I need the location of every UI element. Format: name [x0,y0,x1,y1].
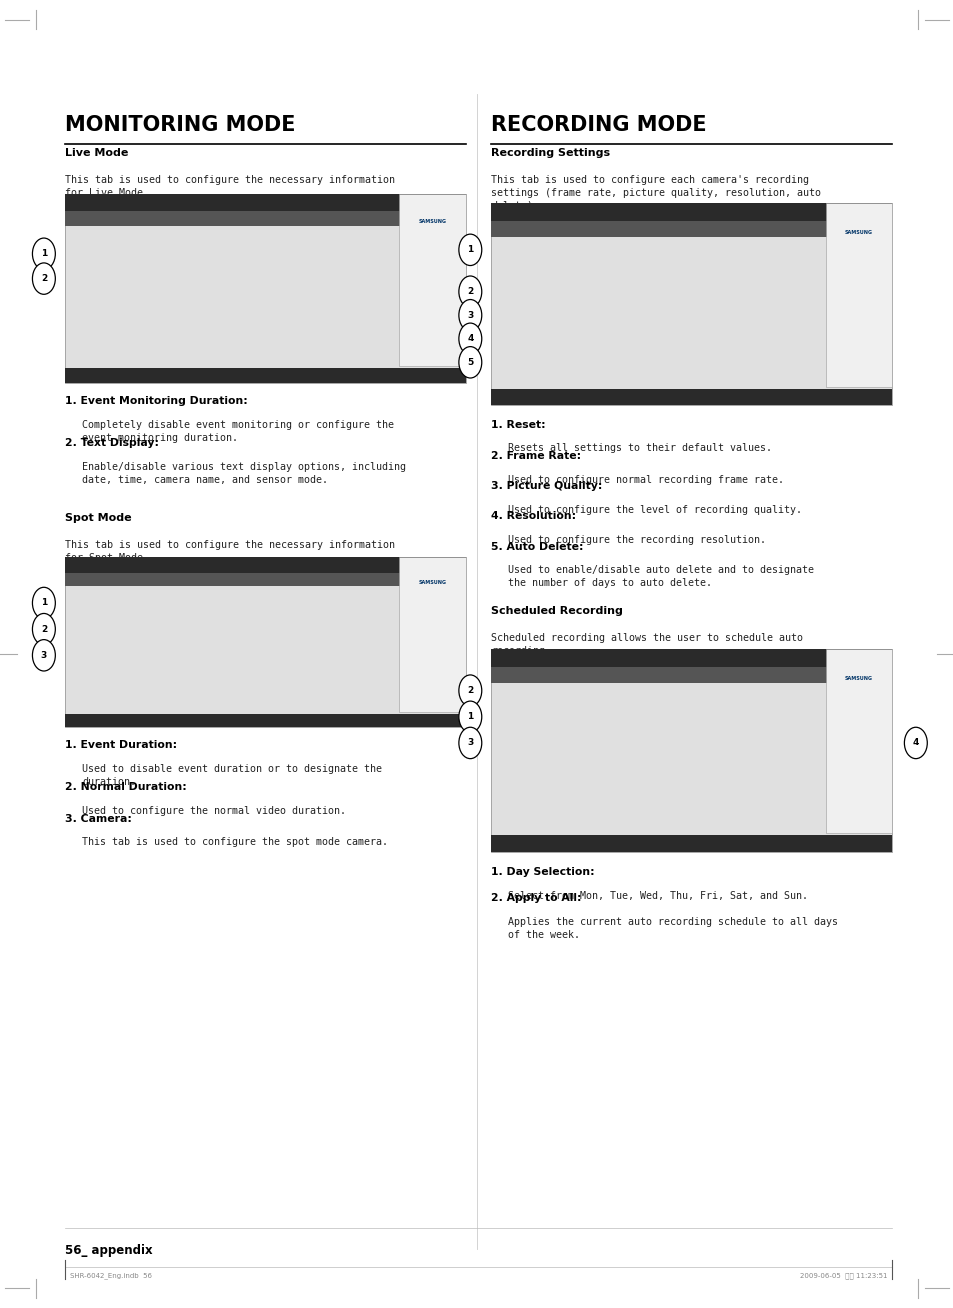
FancyBboxPatch shape [65,557,465,727]
Text: 2: 2 [41,625,47,633]
FancyBboxPatch shape [399,557,465,712]
Text: RECORDING MODE: RECORDING MODE [491,115,706,135]
FancyBboxPatch shape [65,368,465,383]
Text: This tab is used to configure the necessary information
for Spot Mode.: This tab is used to configure the necess… [65,540,395,562]
Text: Used to configure the level of recording quality.: Used to configure the level of recording… [508,505,801,515]
Text: 1. Day Selection:: 1. Day Selection: [491,867,595,878]
FancyBboxPatch shape [825,649,891,833]
Circle shape [458,675,481,706]
Text: Completely disable event monitoring or configure the
event monitoring duration.: Completely disable event monitoring or c… [82,420,394,442]
Text: 2: 2 [467,288,473,296]
Text: This tab is used to configure the necessary information
for Live Mode.: This tab is used to configure the necess… [65,175,395,198]
FancyBboxPatch shape [491,667,891,683]
Text: Resets all settings to their default values.: Resets all settings to their default val… [508,443,772,454]
Text: 5. Auto Delete:: 5. Auto Delete: [491,542,583,552]
Text: 3: 3 [41,651,47,659]
FancyBboxPatch shape [825,203,891,387]
Circle shape [903,727,926,759]
Text: Scheduled Recording: Scheduled Recording [491,606,622,616]
Text: 1. Event Monitoring Duration:: 1. Event Monitoring Duration: [65,396,248,407]
Text: 1. Reset:: 1. Reset: [491,420,545,430]
Circle shape [32,587,55,619]
Text: 4: 4 [467,335,473,343]
FancyBboxPatch shape [491,649,891,852]
Text: Select from Mon, Tue, Wed, Thu, Fri, Sat, and Sun.: Select from Mon, Tue, Wed, Thu, Fri, Sat… [508,891,807,901]
Text: Applies the current auto recording schedule to all days
of the week.: Applies the current auto recording sched… [508,917,838,939]
Text: SHR-6042_Eng.indb  56: SHR-6042_Eng.indb 56 [70,1273,152,1279]
Text: 2. Apply to All:: 2. Apply to All: [491,893,581,904]
Text: 56_ appendix: 56_ appendix [65,1244,152,1257]
Text: 4. Resolution:: 4. Resolution: [491,511,576,522]
Text: 4: 4 [912,739,918,747]
Circle shape [458,323,481,354]
FancyBboxPatch shape [399,194,465,366]
Text: Recording Settings: Recording Settings [491,148,610,158]
FancyBboxPatch shape [65,557,465,573]
Text: 2. Text Display:: 2. Text Display: [65,438,159,449]
Text: This tab is used to configure each camera's recording
settings (frame rate, pict: This tab is used to configure each camer… [491,175,821,211]
FancyBboxPatch shape [65,573,465,586]
Text: 5: 5 [467,358,473,366]
Text: 3: 3 [467,311,473,319]
Text: Live Mode: Live Mode [65,148,128,158]
FancyBboxPatch shape [65,211,465,226]
FancyBboxPatch shape [65,714,465,727]
Text: Spot Mode: Spot Mode [65,513,132,523]
Text: 3. Picture Quality:: 3. Picture Quality: [491,481,602,492]
Circle shape [458,347,481,378]
Text: SAMSUNG: SAMSUNG [418,220,446,224]
Text: 2: 2 [467,687,473,695]
Circle shape [32,263,55,294]
Text: 2. Normal Duration:: 2. Normal Duration: [65,782,187,793]
Text: 1: 1 [41,599,47,607]
Text: MONITORING MODE: MONITORING MODE [65,115,295,135]
Text: Used to configure the recording resolution.: Used to configure the recording resoluti… [508,535,765,545]
Text: 1: 1 [467,246,473,254]
Text: Enable/disable various text display options, including
date, time, camera name, : Enable/disable various text display opti… [82,462,406,484]
FancyBboxPatch shape [491,221,891,237]
Text: Used to configure normal recording frame rate.: Used to configure normal recording frame… [508,475,783,485]
Text: 1: 1 [41,250,47,258]
Text: This tab is used to configure the spot mode camera.: This tab is used to configure the spot m… [82,837,388,848]
Text: 3: 3 [467,739,473,747]
FancyBboxPatch shape [491,203,891,405]
Circle shape [32,640,55,671]
Circle shape [458,300,481,331]
Text: 2. Frame Rate:: 2. Frame Rate: [491,451,580,462]
FancyBboxPatch shape [65,194,465,383]
Text: 2: 2 [41,275,47,283]
Text: SAMSUNG: SAMSUNG [844,230,872,235]
FancyBboxPatch shape [491,649,891,667]
Text: 1: 1 [467,713,473,721]
Circle shape [32,613,55,645]
FancyBboxPatch shape [65,194,465,211]
Text: 1. Event Duration:: 1. Event Duration: [65,740,177,751]
Circle shape [458,701,481,732]
Circle shape [458,234,481,266]
FancyBboxPatch shape [491,836,891,852]
Circle shape [32,238,55,269]
Text: Used to enable/disable auto delete and to designate
the number of days to auto d: Used to enable/disable auto delete and t… [508,565,814,587]
Text: 3. Camera:: 3. Camera: [65,814,132,824]
FancyBboxPatch shape [491,390,891,405]
Text: Used to disable event duration or to designate the
duration.: Used to disable event duration or to des… [82,764,381,786]
Circle shape [458,276,481,307]
Text: Used to configure the normal video duration.: Used to configure the normal video durat… [82,806,346,816]
Text: 2009-06-05  오전 11:23:51: 2009-06-05 오전 11:23:51 [799,1273,886,1279]
Circle shape [458,727,481,759]
FancyBboxPatch shape [491,203,891,221]
Text: SAMSUNG: SAMSUNG [418,581,446,585]
Text: SAMSUNG: SAMSUNG [844,676,872,681]
Text: Scheduled recording allows the user to schedule auto
recording.: Scheduled recording allows the user to s… [491,633,802,655]
